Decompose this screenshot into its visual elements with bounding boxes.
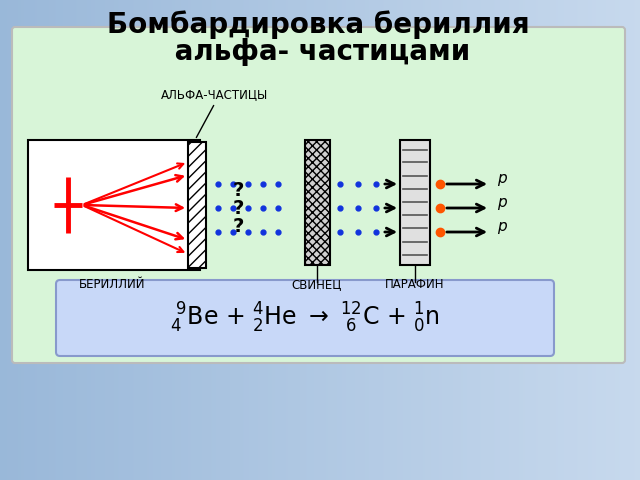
Text: альфа- частицами: альфа- частицами <box>165 38 470 66</box>
Text: ?: ? <box>232 180 244 200</box>
FancyBboxPatch shape <box>56 280 554 356</box>
Text: АЛЬФА-ЧАСТИЦЫ: АЛЬФА-ЧАСТИЦЫ <box>161 88 269 101</box>
Text: БЕРИЛЛИЙ: БЕРИЛЛИЙ <box>79 278 145 291</box>
Text: ПАРАФИН: ПАРАФИН <box>385 278 445 291</box>
Text: Бомбардировка бериллия: Бомбардировка бериллия <box>107 11 529 39</box>
Text: р: р <box>497 171 507 187</box>
Text: р: р <box>497 219 507 235</box>
Bar <box>188 142 206 268</box>
Bar <box>400 140 430 265</box>
Bar <box>28 140 200 270</box>
Text: р: р <box>497 195 507 211</box>
Text: ?: ? <box>232 199 244 217</box>
Text: СВИНЕЦ: СВИНЕЦ <box>292 278 342 291</box>
Text: ?: ? <box>232 216 244 236</box>
Text: $^{\ 9}_{4}$Be + $^{4}_{2}$He $\rightarrow$ $^{12}_{\ 6}$C + $^{1}_{0}$n: $^{\ 9}_{4}$Be + $^{4}_{2}$He $\rightarr… <box>170 301 440 335</box>
Bar <box>305 140 330 265</box>
FancyBboxPatch shape <box>12 27 625 363</box>
